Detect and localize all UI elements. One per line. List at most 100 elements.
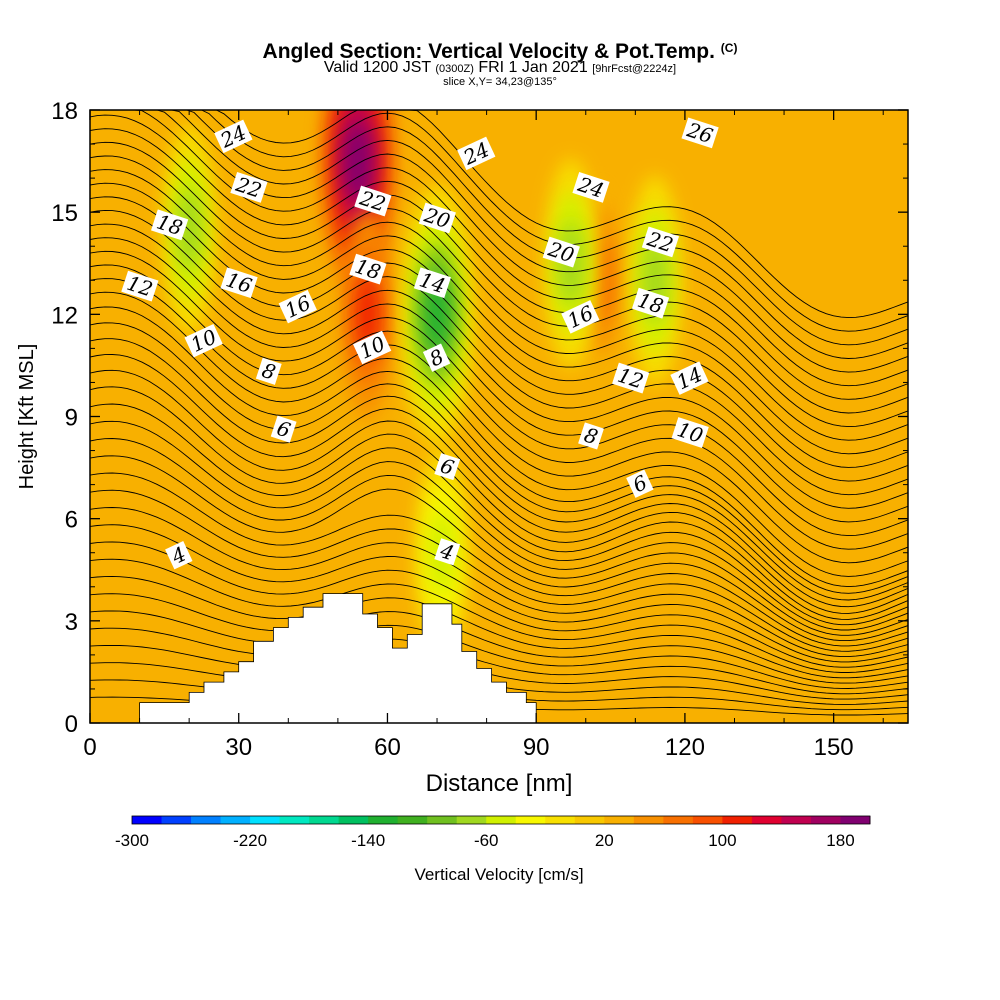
x-tick-label: 120 bbox=[665, 734, 705, 761]
y-tick-label: 12 bbox=[51, 302, 78, 329]
theta-contour-37 bbox=[90, 114, 908, 400]
contour-label-box bbox=[626, 469, 654, 498]
contour-label-box bbox=[542, 236, 580, 268]
contour-label-box bbox=[561, 300, 600, 334]
field-base bbox=[90, 110, 908, 723]
contour-label-box bbox=[255, 357, 282, 385]
colorbar-swatch bbox=[250, 816, 281, 824]
colorbar-swatch bbox=[515, 816, 546, 824]
colorbar-swatch bbox=[456, 816, 487, 824]
y-tick-label: 6 bbox=[65, 507, 78, 534]
contour-label-18-11: 18 bbox=[349, 253, 387, 285]
contour-label-box bbox=[165, 541, 193, 570]
contour-label-box bbox=[670, 361, 709, 395]
colorbar-tick-label: -300 bbox=[115, 831, 149, 850]
theta-contour-39 bbox=[90, 110, 908, 373]
contour-label-box bbox=[681, 117, 719, 149]
colorbar-swatch bbox=[751, 816, 782, 824]
theta-contour-28 bbox=[90, 237, 908, 523]
terrain bbox=[139, 593, 537, 723]
contour-label-box bbox=[220, 267, 258, 299]
colorbar-swatch bbox=[486, 816, 517, 824]
colorbar-swatch bbox=[338, 816, 369, 824]
contour-label-box bbox=[434, 538, 461, 566]
contour-label-box bbox=[641, 226, 680, 258]
colorbar-swatch bbox=[368, 816, 399, 824]
colorbar-swatch bbox=[810, 816, 841, 824]
theta-contour-29 bbox=[90, 223, 908, 509]
colorbar-swatch bbox=[545, 816, 576, 824]
contour-label-box bbox=[354, 185, 392, 217]
theta-contour-32 bbox=[90, 182, 908, 468]
x-axis-label: Distance [nm] bbox=[426, 770, 573, 797]
contour-label-box bbox=[151, 209, 189, 241]
contour-label-box bbox=[353, 330, 392, 365]
contour-label-box bbox=[230, 171, 268, 203]
copyright-mark: (C) bbox=[720, 41, 738, 55]
y-tick-label: 15 bbox=[51, 200, 78, 227]
colorbar-swatch bbox=[220, 816, 251, 824]
theta-contour-34 bbox=[90, 155, 908, 441]
contour-label-box bbox=[457, 136, 496, 171]
contour-label-8-15: 8 bbox=[422, 343, 451, 372]
theta-contour-16 bbox=[90, 420, 908, 631]
colorbar-swatch bbox=[781, 816, 812, 824]
colorbar-swatch bbox=[604, 816, 635, 824]
theta-contour-9 bbox=[90, 541, 908, 668]
theta-contour-17 bbox=[90, 403, 908, 626]
theta-contour-43 bbox=[90, 110, 908, 319]
colorbar-tick-label: -220 bbox=[233, 831, 267, 850]
theta-contour-19 bbox=[90, 369, 908, 614]
contour-label-box bbox=[214, 119, 253, 154]
contour-label-box bbox=[434, 453, 461, 481]
colorbar-swatch bbox=[191, 816, 222, 824]
theta-contour-20 bbox=[90, 354, 908, 608]
colorbar-tick-label: 180 bbox=[826, 831, 854, 850]
theta-contour-3 bbox=[90, 644, 908, 700]
contour-label-box bbox=[631, 287, 670, 319]
contour-label-4-17: 4 bbox=[434, 538, 461, 566]
theta-contour-24 bbox=[90, 291, 908, 577]
colorbar-tick-label: -140 bbox=[351, 831, 385, 850]
theta-contour-6 bbox=[90, 593, 908, 684]
colorbar-border bbox=[131, 815, 871, 825]
contour-label-6-1: 6 bbox=[270, 415, 297, 443]
theta-contour-33 bbox=[90, 169, 908, 455]
y-tick-label: 18 bbox=[51, 98, 78, 125]
theta-contour-40 bbox=[90, 110, 908, 359]
contour-label-box bbox=[349, 253, 387, 285]
theta-contour-30 bbox=[90, 209, 908, 496]
contour-label-box bbox=[413, 267, 451, 299]
slice-info: slice X,Y= 34,23@135° bbox=[443, 76, 557, 88]
theta-contour-4 bbox=[90, 627, 908, 695]
vertical-velocity-field bbox=[90, 110, 908, 723]
contour-label-box bbox=[270, 415, 297, 443]
theta-contour-35 bbox=[90, 141, 908, 428]
theta-contour-26 bbox=[90, 264, 908, 550]
theta-contour-23 bbox=[90, 306, 908, 588]
x-tick-label: 30 bbox=[225, 734, 252, 761]
chart-title: Angled Section: Vertical Velocity & Pot.… bbox=[0, 36, 1000, 64]
contour-label-box bbox=[578, 422, 604, 450]
theta-contour-25 bbox=[90, 278, 908, 564]
colorbar-swatch bbox=[692, 816, 723, 824]
theta-contour-7 bbox=[90, 575, 908, 679]
theta-contour-38 bbox=[90, 110, 908, 387]
contour-label-box bbox=[121, 270, 159, 302]
contour-label-box bbox=[278, 289, 317, 324]
colorbar-swatch bbox=[840, 816, 871, 824]
theta-contour-8 bbox=[90, 558, 908, 673]
contour-label-22-8: 22 bbox=[230, 171, 268, 203]
colorbar-swatch bbox=[161, 816, 192, 824]
colorbar-tick-label: 100 bbox=[708, 831, 736, 850]
colorbar-swatch bbox=[279, 816, 310, 824]
axes: 0 30 60 90 120 150 0 3 6 9 12 15 18 Distance [nm] Heig… bbox=[16, 98, 908, 797]
x-tick-label: 0 bbox=[83, 734, 96, 761]
y-axis-label: Height [Kft MSL] bbox=[16, 344, 38, 490]
colorbar: -300 -220 -140 -60 20 100 180 Vertical Velocity… bbox=[115, 815, 871, 884]
chart-subtitle: Valid 1200 JST (0300Z) FRI 1 Jan 2021 [9… bbox=[0, 59, 1000, 78]
valid-time: Valid 1200 JST bbox=[323, 59, 431, 76]
colorbar-swatch bbox=[574, 816, 605, 824]
